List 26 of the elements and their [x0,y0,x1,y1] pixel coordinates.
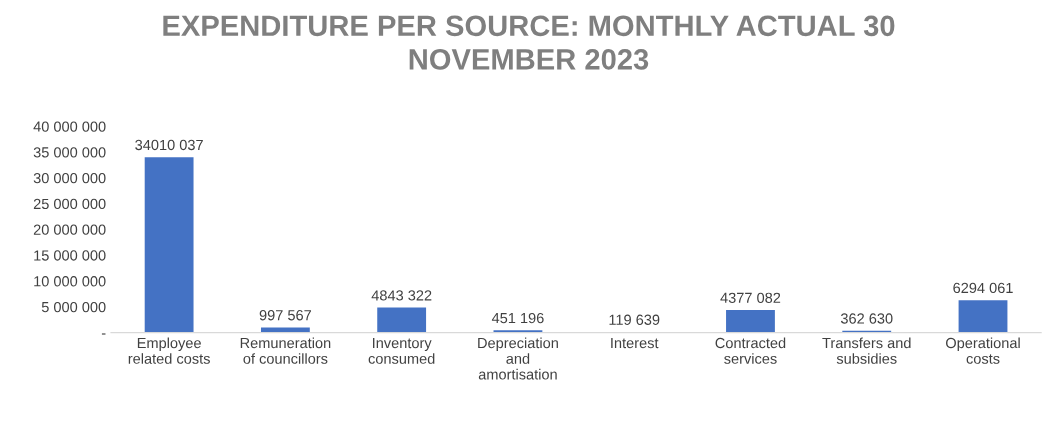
data-label: 4377 082 [720,292,781,303]
y-tick-label: 25 000 000 [33,198,106,210]
x-tick-label: Employee related costs [128,337,210,364]
data-label: 451 196 [491,312,544,324]
chart-title: EXPENDITURE PER SOURCE: MONTHLY ACTUAL 30 NOVEMBER 2023 [163,15,895,70]
data-label: 119 639 [609,314,660,325]
y-tick-label: - [101,333,106,335]
y-tick-label: 30 000 000 [33,172,106,184]
x-tick-label: Operational costs [946,337,1020,364]
x-tick-label: Contracted services [715,337,786,364]
y-tick-label: 40 000 000 [33,121,106,132]
y-tick-label: 20 000 000 [33,224,106,235]
data-label: 362 630 [840,313,893,324]
y-tick-label: 35 000 000 [33,147,106,158]
data-label: 6294 061 [953,282,1013,294]
data-label: 997 567 [259,310,312,321]
y-tick-label: 5 000 000 [41,301,106,313]
data-label: 34010 037 [135,139,203,151]
y-tick-label: 15 000 000 [34,250,106,261]
x-tick-label: Interest [611,337,659,349]
x-tick-label: Transfers and subsidies [822,337,911,364]
x-tick-label: Depreciation and amortisation [478,337,558,380]
y-tick-label: 10 000 000 [34,276,106,287]
x-tick-label: Remuneration of councillors [240,337,331,364]
data-label: 4843 322 [371,290,432,301]
x-tick-label: Inventory consumed [368,337,435,364]
